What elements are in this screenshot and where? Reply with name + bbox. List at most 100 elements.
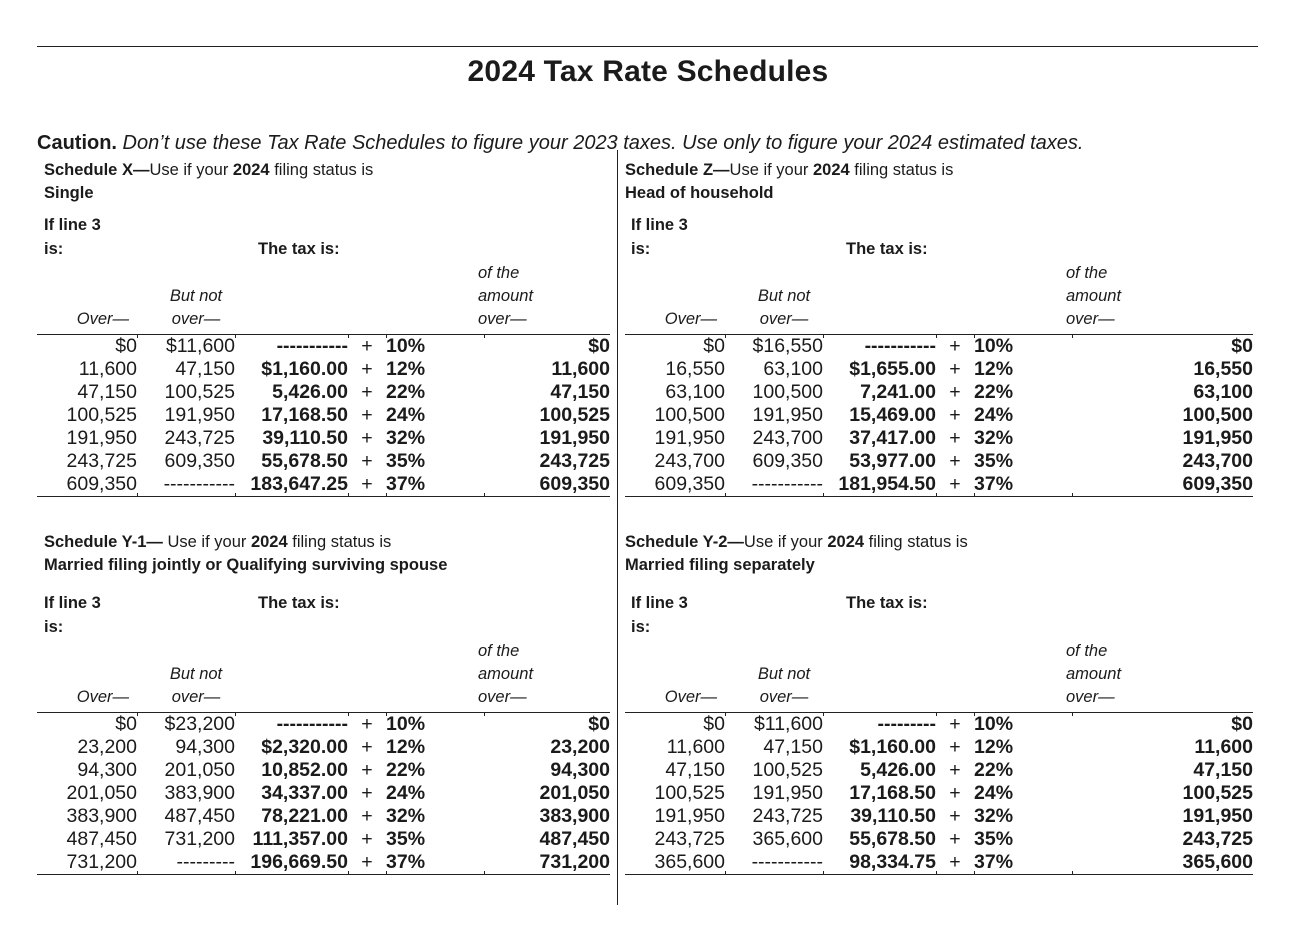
schedule-y2-year: 2024 <box>827 533 865 551</box>
col-header-if-line3: If line 3 <box>44 216 101 234</box>
schedule-z-filing-status: Head of household <box>625 184 774 202</box>
cell-amount-over: 365,600 <box>1072 851 1253 875</box>
cell-over: 63,100 <box>665 381 725 403</box>
cell-tax-base: 111,357.00 <box>252 828 348 850</box>
cell-but-not-over: 47,150 <box>763 736 823 758</box>
cell-amount-over: 47,150 <box>550 381 610 403</box>
cell-plus: + <box>949 782 961 804</box>
cell-plus: + <box>949 736 961 758</box>
cell-amount-over: 731,200 <box>484 851 610 875</box>
table-row: 487,450 731,200 111,357.00 + 35% 487,450 <box>37 828 611 851</box>
cell-plus: + <box>361 358 373 380</box>
cell-amount-over: 63,100 <box>1193 381 1253 403</box>
cell-over: 16,550 <box>665 358 725 380</box>
cell-plus: + <box>361 759 373 781</box>
schedule-y2-filing-status: Married filing separately <box>625 556 815 574</box>
table-row: 243,700 609,350 53,977.00 + 35% 243,700 <box>625 450 1254 473</box>
table-row: 100,525 191,950 17,168.50 + 24% 100,525 <box>625 782 1254 805</box>
cell-amount-over: 243,725 <box>1182 828 1254 850</box>
cell-rate: 37% <box>974 473 1072 497</box>
cell-plus: + <box>936 712 974 737</box>
cell-rate: 12% <box>974 358 1014 380</box>
col-header-is: is: <box>631 618 651 636</box>
cell-rate: 22% <box>386 381 426 403</box>
cell-plus: + <box>949 450 961 472</box>
table-row: 47,150 100,525 5,426.00 + 22% 47,150 <box>625 759 1253 782</box>
col-header-is: is: <box>44 618 64 636</box>
schedule-y1-use-text: Use if your <box>162 533 251 551</box>
cell-over: 11,600 <box>666 736 725 758</box>
cell-amount-over: 191,950 <box>1182 427 1254 449</box>
table-row: 23,200 94,300 $2,320.00 + 12% 23,200 <box>37 736 610 759</box>
cell-plus: + <box>949 381 961 403</box>
table-row: 365,600 ----------- 98,334.75 + 37% 365,… <box>625 851 1253 875</box>
schedule-y2-status-text: filing status is <box>864 533 968 551</box>
cell-rate: 24% <box>386 782 426 804</box>
col-header-of-amount-over: of the amount over— <box>1066 642 1122 706</box>
schedule-y2-data-table: $0 $11,600 --------- + 10% $0 11,600 47,… <box>625 712 1253 875</box>
cell-amount-over: 243,725 <box>539 450 611 472</box>
cell-tax-base: 53,977.00 <box>849 450 936 472</box>
cell-plus: + <box>361 427 373 449</box>
cell-but-not-over: 191,950 <box>752 782 824 804</box>
cell-plus: + <box>348 334 386 359</box>
schedule-z-data-table: $0 $16,550 ----------- + 10% $0 16,550 6… <box>625 334 1253 497</box>
table-row: 11,600 47,150 $1,160.00 + 12% 11,600 <box>625 736 1253 759</box>
col-header-over: Over— <box>664 310 717 328</box>
cell-amount-over: 201,050 <box>539 782 611 804</box>
cell-but-not-over: 609,350 <box>164 450 236 472</box>
cell-rate: 32% <box>386 427 426 449</box>
cell-tax-base: --------- <box>823 712 936 737</box>
cell-over: 100,525 <box>654 782 726 804</box>
cell-rate: 12% <box>386 358 426 380</box>
cell-tax-base: 196,669.50 <box>235 851 348 875</box>
cell-but-not-over: 243,725 <box>164 427 236 449</box>
cell-tax-base: 7,241.00 <box>860 381 936 403</box>
cell-amount-over: 23,200 <box>550 736 610 758</box>
cell-tax-base: 55,678.50 <box>849 828 936 850</box>
cell-but-not-over: 100,525 <box>752 759 824 781</box>
schedule-x-data-table: $0 $11,600 ----------- + 10% $0 11,600 4… <box>37 334 610 497</box>
col-header-tax-is: The tax is: <box>846 594 928 612</box>
cell-rate: 10% <box>974 334 1072 359</box>
cell-rate: 32% <box>974 805 1014 827</box>
cell-tax-base: ----------- <box>235 334 348 359</box>
cell-rate: 22% <box>386 759 426 781</box>
schedule-y1-heading: Schedule Y-1— Use if your 2024 filing st… <box>44 531 391 553</box>
cell-but-not-over: 100,500 <box>752 381 824 403</box>
cell-rate: 35% <box>974 450 1014 472</box>
cell-but-not-over: ----------- <box>725 851 823 875</box>
cell-rate: 10% <box>386 712 484 737</box>
page-title: 2024 Tax Rate Schedules <box>467 55 829 88</box>
schedule-y1-panel: Schedule Y-1— Use if your 2024 filing st… <box>37 522 617 905</box>
schedule-z-year: 2024 <box>812 161 850 179</box>
cell-but-not-over: 731,200 <box>164 828 236 850</box>
cell-tax-base: 15,469.00 <box>849 404 936 426</box>
schedule-z-status-text: filing status is <box>849 161 954 179</box>
cell-tax-base: 39,110.50 <box>850 805 936 827</box>
cell-plus: + <box>348 473 386 497</box>
caution-label: Caution. <box>37 132 117 154</box>
cell-tax-base: 34,337.00 <box>261 782 348 804</box>
cell-but-not-over: --------- <box>137 851 235 875</box>
schedule-x-filing-status: Single <box>44 184 94 202</box>
schedule-z-use-text: Use if your <box>729 161 813 179</box>
tax-rate-schedules-table: Schedule X—Use if your 2024 filing statu… <box>37 150 1254 905</box>
cell-plus: + <box>949 828 961 850</box>
table-row: 383,900 487,450 78,221.00 + 32% 383,900 <box>37 805 611 828</box>
cell-but-not-over: 609,350 <box>752 450 824 472</box>
cell-plus: + <box>348 851 386 875</box>
cell-tax-base: 55,678.50 <box>261 450 348 472</box>
cell-amount-over: 100,525 <box>539 404 611 426</box>
cell-but-not-over: 100,525 <box>164 381 236 403</box>
cell-amount-over: 11,600 <box>551 358 610 380</box>
schedule-x-use-text: Use if your <box>149 161 233 179</box>
cell-rate: 10% <box>974 712 1072 737</box>
table-row: 731,200 --------- 196,669.50 + 37% 731,2… <box>37 851 610 875</box>
cell-tax-base: 37,417.00 <box>849 427 936 449</box>
cell-rate: 24% <box>974 782 1014 804</box>
table-row: $0 $11,600 ----------- + 10% $0 <box>37 334 610 359</box>
col-header-but-not-over: But not over— <box>757 665 811 706</box>
cell-plus: + <box>949 759 961 781</box>
cell-rate: 35% <box>386 828 426 850</box>
